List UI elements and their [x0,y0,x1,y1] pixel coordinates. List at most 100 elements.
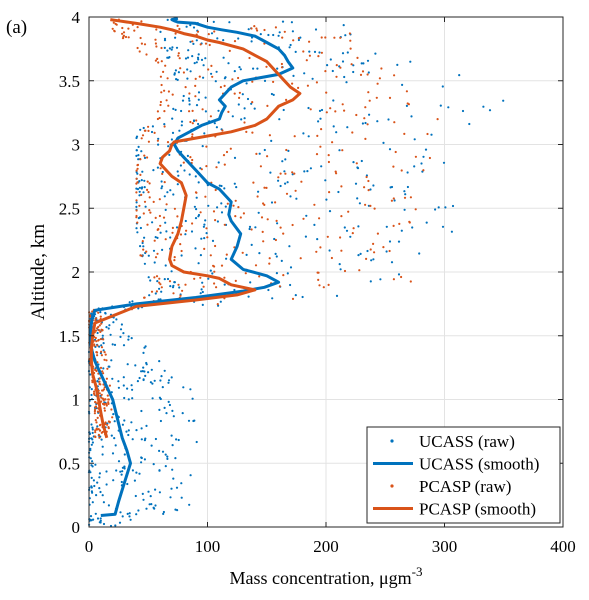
y-tick-label: 0 [72,518,81,537]
pcasp-raw-point [214,219,217,222]
ucass-raw-point [154,488,157,491]
pcasp-raw-point [95,317,98,320]
ucass-raw-point [120,473,123,476]
ucass-raw-point [135,227,138,230]
pcasp-raw-point [156,57,159,61]
ucass-raw-point [90,485,93,488]
ucass-raw-point [393,199,396,202]
pcasp-raw-point [194,84,197,87]
x-axis-label-superscript: -3 [412,564,423,579]
pcasp-raw-point [211,75,214,78]
ucass-raw-point [332,125,335,128]
pcasp-raw-point [222,154,226,157]
ucass-raw-point [337,190,340,194]
ucass-raw-point [117,380,120,383]
pcasp-raw-point [343,109,346,112]
pcasp-raw-point [96,416,99,419]
pcasp-raw-point [172,292,175,295]
ucass-raw-point [99,490,102,494]
ucass-raw-point [171,46,174,49]
pcasp-raw-point [205,145,208,148]
pcasp-raw-point [260,216,264,219]
ucass-raw-point [290,21,293,24]
pcasp-raw-point [213,265,216,268]
pcasp-raw-point [164,64,167,67]
ucass-raw-point [152,169,155,172]
ucass-raw-point [91,501,94,504]
ucass-raw-point [233,182,236,185]
ucass-raw-point [217,109,220,112]
pcasp-raw-point [163,125,166,128]
pcasp-raw-point [107,402,110,405]
ucass-raw-point [218,184,221,187]
ucass-raw-point [170,138,173,141]
pcasp-raw-point [351,131,354,134]
ucass-raw-point [338,263,341,266]
pcasp-raw-point [189,156,192,159]
pcasp-raw-point [329,107,332,110]
x-tick-label: 100 [195,537,221,556]
pcasp-raw-point [179,233,183,236]
ucass-raw-point [307,135,310,138]
pcasp-raw-point [153,239,156,242]
pcasp-raw-point [191,222,194,225]
pcasp-raw-point [319,145,322,148]
pcasp-raw-point [250,27,253,30]
pcasp-raw-point [405,90,408,93]
ucass-raw-point [370,259,373,262]
ucass-raw-point [109,333,112,336]
ucass-raw-point [171,468,174,471]
ucass-raw-point [140,427,143,430]
pcasp-raw-point [394,150,397,154]
ucass-raw-point [189,388,192,391]
ucass-raw-point [301,295,304,299]
ucass-raw-point [131,397,134,400]
pcasp-raw-point [196,30,200,33]
pcasp-raw-point [232,204,235,207]
pcasp-raw-point [158,277,161,280]
ucass-raw-point [197,98,200,101]
pcasp-raw-point [160,46,163,50]
pcasp-raw-point [138,50,141,53]
ucass-raw-point [142,191,145,194]
ucass-raw-point [91,465,94,468]
pcasp-raw-point [256,195,259,198]
ucass-raw-point [286,181,289,184]
pcasp-raw-point [255,152,258,155]
pcasp-raw-point [159,283,162,286]
ucass-raw-point [223,283,226,286]
ucass-raw-point [284,182,287,185]
ucass-raw-point [283,170,286,173]
pcasp-raw-point [99,366,103,369]
pcasp-raw-point [350,63,353,66]
ucass-raw-point [447,106,450,109]
ucass-raw-point [306,170,309,173]
pcasp-raw-point [274,26,277,29]
ucass-raw-point [304,235,307,238]
pcasp-raw-point [191,122,194,125]
ucass-raw-point [267,288,270,292]
pcasp-raw-point [101,329,104,332]
pcasp-raw-point [294,189,297,192]
pcasp-raw-point [367,91,370,94]
pcasp-raw-point [107,426,110,429]
ucass-raw-point [126,482,129,486]
ucass-raw-point [89,449,92,452]
ucass-raw-point [159,419,162,423]
ucass-raw-point [183,169,186,172]
ucass-raw-point [92,479,95,482]
ucass-raw-point [91,428,94,431]
pcasp-raw-point [408,220,411,223]
pcasp-raw-point [96,354,99,357]
ucass-raw-point [166,455,169,458]
ucass-raw-point [186,77,189,80]
pcasp-raw-point [154,216,157,219]
ucass-raw-point [269,171,272,174]
ucass-raw-point [195,208,198,211]
pcasp-raw-point [159,167,162,170]
pcasp-raw-point [243,121,246,124]
ucass-raw-point [150,444,153,447]
pcasp-raw-point [369,248,372,251]
ucass-raw-point [154,236,157,239]
ucass-raw-point [374,52,377,55]
